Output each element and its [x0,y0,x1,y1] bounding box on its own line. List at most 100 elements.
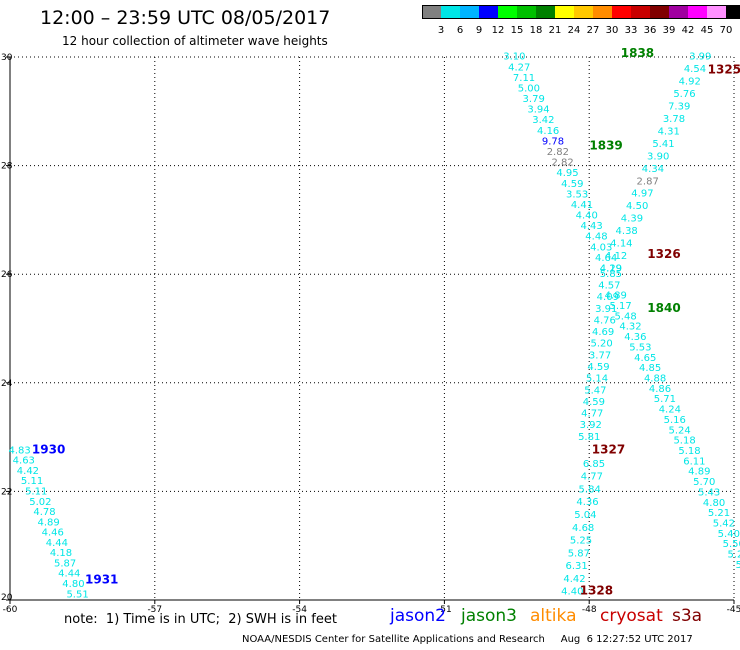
color-scale-swatch [669,5,688,19]
wave-height-value: 5.26 [728,550,740,561]
wave-height-value: 4.43 [580,221,602,232]
lat-tick-label: 24 [1,379,13,389]
wave-height-value: 3.78 [663,114,685,125]
wave-height-value: 4.46 [42,528,64,539]
footnote: note: 1) Time is in UTC; 2) SWH is in fe… [64,612,337,627]
color-scale-label: 21 [548,25,562,36]
color-scale-swatch [688,5,707,19]
wave-height-value: 4.59 [587,362,609,373]
wave-height-value: 4.77 [581,472,603,483]
wave-height-value: 6.85 [583,459,605,470]
lat-tick-label: 28 [1,162,13,172]
wave-height-value: 5.16 [664,415,686,426]
color-scale-swatch [536,5,555,19]
color-scale-swatch [574,5,593,19]
wave-height-value: 3.10 [503,52,525,63]
legend-item-s3a: s3a [672,606,703,626]
wave-height-value: 5.00 [518,83,540,94]
lon-tick-label: -54 [292,605,307,615]
wave-height-value: 5.21 [708,508,730,519]
wave-height-value: 5.17 [610,301,632,312]
color-scale-label: 15 [510,25,524,36]
wave-height-value: 2.82 [552,158,574,169]
color-scale-label: 9 [475,25,483,36]
wave-height-value: 4.83 [9,445,31,456]
credit-line: NOAA/NESDIS Center for Satellite Applica… [242,634,693,645]
wave-height-value: 4.29 [600,263,622,274]
lon-tick-label: -57 [147,605,162,615]
wave-height-value: 5.02 [29,497,51,508]
wave-height-value: 4.59 [561,179,583,190]
color-scale-swatch [479,5,498,19]
color-scale-label: 12 [491,25,505,36]
wave-height-value: 5.50 [723,539,740,550]
wave-height-value: 4.54 [684,64,706,75]
color-scale-swatch [726,5,740,19]
wave-height-value: 5.85 [600,269,622,280]
wave-height-value: 4.63 [13,456,35,467]
wave-height-value: 4.38 [616,226,638,237]
wave-height-value: 3.79 [523,94,545,105]
wave-height-value: 4.59 [583,397,605,408]
pass-label: 1838 [621,46,654,60]
pass-label: 1325 [708,62,740,76]
color-scale-label: 30 [605,25,619,36]
color-scale-swatch [422,5,441,19]
wave-height-value: 4.92 [679,77,701,88]
wave-height-value: 5.04 [574,510,596,521]
wave-height-value: 3.77 [589,350,611,361]
wave-height-value: 5.40 [718,529,740,540]
wave-height-value: 4.36 [624,332,646,343]
color-scale-label: 24 [567,25,581,36]
wave-height-value: 4.40 [561,587,583,598]
color-scale-label: 18 [529,25,543,36]
wave-height-value: 4.97 [631,189,653,200]
wave-height-value: 4.31 [658,126,680,137]
lon-tick-label: -48 [582,605,597,615]
pass-label: 1326 [647,247,680,261]
color-scale-swatch [498,5,517,19]
pass-label: 1839 [589,138,622,152]
wave-height-value: 7.11 [513,73,535,84]
wave-height-value: 4.41 [571,200,593,211]
wave-height-value: 4.03 [590,242,612,253]
color-scale-label: 6 [456,25,464,36]
wave-height-value: 5.48 [614,311,636,322]
wave-height-value: 5.24 [669,425,691,436]
legend-item-cryosat: cryosat [600,606,663,626]
color-scale-outline [422,5,740,19]
wave-height-value: 5.76 [673,89,695,100]
wave-height-value: 5.6 [736,560,740,571]
wave-height-value: 4.50 [626,201,648,212]
lat-tick-label: 20 [1,593,13,603]
wave-height-value: 5.11 [25,487,47,498]
lon-tick-label: -51 [437,605,452,615]
lon-tick-label: -45 [727,605,740,615]
wave-height-value: 4.16 [537,126,559,137]
wave-height-value: 5.14 [586,374,608,385]
lon-tick-label: -60 [3,605,18,615]
wave-height-value: 5.11 [21,476,43,487]
wave-height-value: 5.81 [578,432,600,443]
lat-tick-label: 26 [1,270,13,280]
color-scale-label: 3 [437,25,445,36]
color-scale-swatch [441,5,460,19]
color-scale-swatch [650,5,669,19]
color-scale-label: 42 [681,25,695,36]
color-scale-swatch [707,5,726,19]
wave-height-value: 4.69 [592,327,614,338]
wave-height-value: 4.39 [621,214,643,225]
wave-height-value: 3.94 [527,105,549,116]
wave-height-value: 4.89 [605,291,627,302]
wave-height-value: 4.64 [595,253,617,264]
color-scale-label: 36 [643,25,657,36]
wave-height-value: 4.18 [50,548,72,559]
color-scale-swatch [555,5,574,19]
wave-height-value: 4.89 [688,467,710,478]
wave-height-value: 5.18 [673,436,695,447]
wave-height-value: 4.65 [634,353,656,364]
pass-label: 1328 [580,584,613,598]
wave-height-value: 6.31 [566,561,588,572]
wave-height-value: 2.82 [547,147,569,158]
